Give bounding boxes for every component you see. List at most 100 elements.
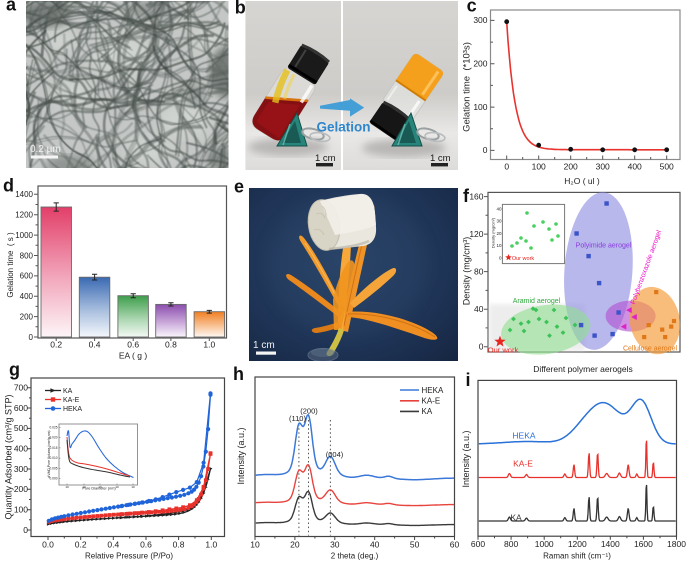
svg-text:10: 10 (131, 485, 135, 489)
svg-text:50: 50 (410, 540, 420, 550)
svg-text:HEKA: HEKA (63, 406, 82, 413)
svg-text:160: 160 (469, 191, 483, 201)
svg-text:500: 500 (14, 423, 28, 433)
svg-text:300: 300 (596, 162, 610, 172)
svg-text:10: 10 (250, 540, 260, 550)
svg-text:0.015: 0.015 (50, 446, 58, 450)
svg-text:30: 30 (330, 540, 340, 550)
svg-text:100: 100 (473, 102, 487, 112)
svg-text:10: 10 (98, 485, 102, 489)
svg-text:Cellulose aerogel: Cellulose aerogel (623, 346, 678, 353)
svg-text:800: 800 (20, 251, 34, 260)
svg-text:300: 300 (473, 15, 487, 25)
svg-text:g: g (9, 360, 20, 380)
svg-text:KA: KA (422, 407, 433, 416)
svg-text:0.020: 0.020 (50, 436, 58, 440)
svg-text:200: 200 (20, 312, 34, 321)
svg-text:100: 100 (532, 162, 546, 172)
svg-text:0: 0 (479, 342, 484, 352)
svg-text:1 cm: 1 cm (253, 340, 275, 351)
svg-text:Polyimide aerogel: Polyimide aerogel (576, 243, 632, 250)
svg-text:600: 600 (471, 539, 485, 549)
svg-text:0: 0 (504, 162, 509, 172)
svg-text:a: a (6, 0, 17, 15)
svg-text:500: 500 (660, 162, 674, 172)
svg-text:0.4: 0.4 (89, 340, 101, 350)
svg-text:1000: 1000 (15, 231, 33, 240)
svg-text:800: 800 (504, 539, 518, 549)
svg-text:e: e (234, 177, 244, 197)
svg-text:Density (mg/cm³): Density (mg/cm³) (462, 237, 472, 306)
svg-text:i: i (466, 370, 471, 390)
svg-text:Pore Diameter (nm): Pore Diameter (nm) (82, 487, 116, 491)
svg-text:400: 400 (628, 162, 642, 172)
svg-text:KA-E: KA-E (422, 397, 441, 406)
svg-text:0: 0 (23, 525, 28, 535)
svg-text:Intensity (a.u.): Intensity (a.u.) (461, 430, 471, 487)
svg-text:h: h (233, 364, 244, 384)
svg-text:0: 0 (29, 333, 34, 342)
svg-text:200: 200 (473, 59, 487, 69)
svg-text:b: b (235, 0, 246, 17)
svg-text:400: 400 (20, 292, 34, 301)
svg-text:40: 40 (370, 540, 380, 550)
svg-text:10: 10 (82, 485, 86, 489)
svg-text:0: 0 (483, 145, 488, 155)
svg-text:10: 10 (115, 485, 119, 489)
svg-text:dV/dD Pore Volume (cm³/g nm): dV/dD Pore Volume (cm³/g nm) (47, 430, 51, 477)
svg-text:Raman shift (cm⁻¹): Raman shift (cm⁻¹) (543, 552, 611, 561)
svg-text:0.8: 0.8 (165, 340, 177, 350)
svg-text:0.005: 0.005 (50, 466, 58, 470)
svg-text:1 cm: 1 cm (315, 153, 336, 164)
svg-text:1.0: 1.0 (203, 340, 215, 350)
svg-text:c: c (467, 0, 477, 16)
svg-text:0.4: 0.4 (107, 540, 119, 550)
svg-text:0.2: 0.2 (50, 340, 62, 350)
svg-text:0.6: 0.6 (127, 340, 139, 350)
svg-text:HEKA: HEKA (512, 431, 535, 441)
svg-text:0.6: 0.6 (140, 540, 152, 550)
svg-text:Intensity (a.u.): Intensity (a.u.) (236, 427, 246, 484)
svg-text:Our work: Our work (488, 346, 519, 355)
svg-text:(004): (004) (326, 450, 344, 459)
svg-text:1600: 1600 (634, 539, 653, 549)
svg-text:20: 20 (496, 231, 502, 236)
svg-text:10: 10 (496, 243, 502, 248)
svg-text:0.2: 0.2 (75, 540, 87, 550)
svg-text:f: f (463, 186, 470, 206)
svg-text:1.0: 1.0 (205, 540, 217, 550)
svg-text:200: 200 (14, 484, 28, 494)
svg-text:Quantity Adsorbed (cm³/g STP): Quantity Adsorbed (cm³/g STP) (4, 394, 14, 519)
svg-text:(200): (200) (300, 407, 318, 416)
svg-text:1 cm: 1 cm (430, 153, 451, 164)
svg-text:Gelation time (*10³s): Gelation time (*10³s) (462, 42, 473, 132)
svg-text:200: 200 (564, 162, 578, 172)
svg-text:0.010: 0.010 (50, 456, 58, 460)
svg-text:HEKA: HEKA (422, 386, 444, 395)
svg-text:2 theta (deg.): 2 theta (deg.) (331, 552, 379, 561)
svg-text:400: 400 (14, 444, 28, 454)
svg-text:40: 40 (496, 207, 502, 212)
svg-text:(110): (110) (289, 414, 306, 423)
svg-text:EA ( g ): EA ( g ) (119, 351, 148, 361)
svg-text:60: 60 (450, 540, 460, 550)
svg-text:1200: 1200 (15, 211, 33, 220)
svg-text:100: 100 (14, 505, 28, 515)
svg-text:1000: 1000 (535, 539, 554, 549)
svg-text:KA: KA (510, 513, 522, 523)
svg-text:1400: 1400 (15, 190, 33, 199)
svg-text:0.2 µm: 0.2 µm (30, 144, 61, 155)
svg-text:Our work: Our work (512, 256, 535, 262)
svg-text:700: 700 (14, 383, 28, 393)
svg-text:80: 80 (474, 266, 484, 276)
svg-text:d: d (3, 176, 14, 196)
svg-text:300: 300 (14, 464, 28, 474)
svg-text:20: 20 (290, 540, 300, 550)
svg-text:KA-E: KA-E (513, 459, 533, 469)
svg-text:0.8: 0.8 (173, 540, 185, 550)
svg-text:30: 30 (496, 219, 502, 224)
svg-text:KA-E: KA-E (63, 397, 80, 404)
svg-text:Density (mg/cm³): Density (mg/cm³) (491, 217, 496, 248)
svg-text:120: 120 (469, 229, 483, 239)
svg-text:0.000: 0.000 (50, 477, 58, 481)
